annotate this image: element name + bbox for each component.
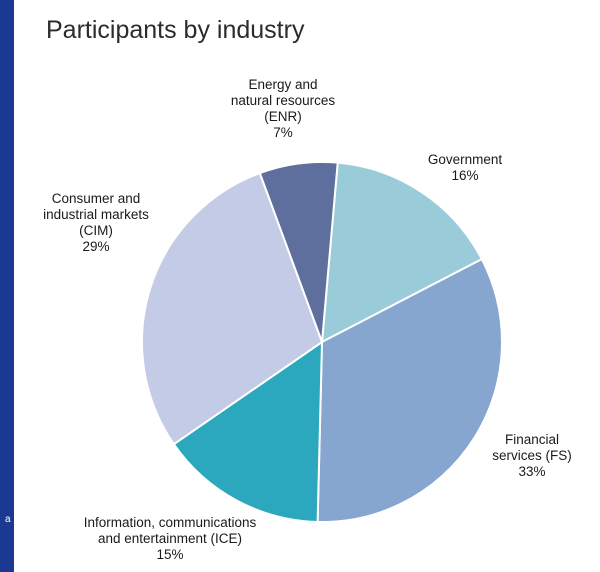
pie-slices [141,161,503,523]
slice-percent-gov: 16% [451,168,478,183]
slice-percent-ice: 15% [156,547,183,562]
slice-label-line: Energy and [248,77,317,92]
slice-label-line: and entertainment (ICE) [98,531,242,546]
slice-label-ice: Information, communications and entertain… [84,515,257,562]
slice-label-line: Government [428,152,503,167]
slice-label-line: Financial [505,432,559,447]
pie-slice-fs [316,257,503,523]
pie-slice-gov [320,161,484,344]
slice-percent-fs: 33% [518,464,545,479]
slice-percent-cim: 29% [82,239,109,254]
slice-label-line: Information, communications [84,515,257,530]
slice-label-fs: Financial services (FS) 33% [492,432,572,479]
slice-percent-enr: 7% [273,125,293,140]
chart-title: Participants by industry [46,16,305,44]
slice-label-line: Consumer and [52,191,141,206]
slice-label-line: services (FS) [492,448,572,463]
slice-label-line: natural resources [231,93,336,108]
slice-label-line: industrial markets [43,207,149,222]
pie-slice-enr [258,161,339,343]
stray-mark: a [5,514,11,525]
pie-labels: Government 16% Financial services (FS) 33% In… [43,77,572,562]
pie-slice-ice [172,340,324,523]
pie-slice-cim [141,171,324,446]
slice-label-line: (CIM) [79,223,113,238]
slice-label-enr: Energy and natural resources (ENR) 7% [231,77,336,140]
slice-label-gov: Government 16% [428,152,503,183]
slice-label-cim: Consumer and industrial markets (CIM) 29% [43,191,149,254]
slice-label-line: (ENR) [264,109,302,124]
